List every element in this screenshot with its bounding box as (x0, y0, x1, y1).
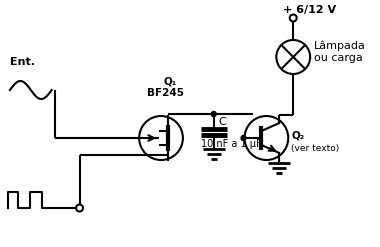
Text: + 6/12 V: + 6/12 V (283, 5, 336, 15)
Circle shape (290, 15, 297, 21)
Text: BF245: BF245 (147, 88, 184, 98)
Text: (ver texto): (ver texto) (291, 144, 339, 152)
Text: 10 nF a 1 μF: 10 nF a 1 μF (201, 139, 261, 149)
Text: Q₁: Q₁ (163, 77, 176, 87)
Circle shape (76, 205, 83, 211)
Circle shape (139, 116, 183, 160)
Text: Q₂: Q₂ (291, 130, 304, 140)
Text: C: C (218, 117, 226, 127)
Text: Lâmpada
ou carga: Lâmpada ou carga (314, 41, 366, 63)
Text: Ent.: Ent. (10, 57, 35, 67)
Circle shape (244, 116, 288, 160)
Circle shape (211, 111, 216, 117)
Circle shape (241, 136, 246, 141)
Circle shape (276, 40, 310, 74)
